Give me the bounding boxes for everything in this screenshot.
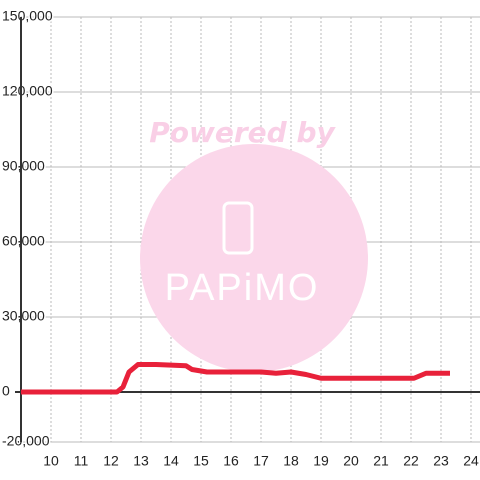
- watermark: Powered by PAPiMO: [140, 116, 368, 372]
- x-tick-label: 10: [43, 453, 59, 469]
- watermark-circle: [140, 144, 368, 372]
- y-tick-label: 90,000: [2, 158, 45, 174]
- x-tick-label: 16: [223, 453, 239, 469]
- watermark-text: Powered by: [149, 116, 336, 149]
- x-tick-label: 20: [343, 453, 359, 469]
- data-line: [21, 362, 450, 395]
- x-tick-label: 18: [283, 453, 299, 469]
- x-tick-label: 21: [373, 453, 389, 469]
- watermark-icon: [222, 201, 254, 255]
- watermark-logo: PAPiMO: [165, 267, 320, 309]
- x-tick-label: 17: [253, 453, 269, 469]
- x-tick-label: 24: [463, 453, 479, 469]
- x-tick-label: 13: [133, 453, 149, 469]
- x-tick-label: 14: [163, 453, 179, 469]
- y-tick-label: 30,000: [2, 308, 45, 324]
- x-tick-label: 22: [403, 453, 419, 469]
- x-tick-label: 11: [74, 453, 89, 469]
- x-tick-label: 15: [193, 453, 209, 469]
- x-tick-label: 23: [433, 453, 449, 469]
- y-tick-label: 0: [2, 383, 10, 399]
- y-tick-label: 60,000: [2, 233, 45, 249]
- x-tick-label: 12: [103, 453, 119, 469]
- y-tick-label: 120,000: [2, 83, 53, 99]
- y-tick-label: -20,000: [2, 433, 50, 449]
- y-tick-label: 150,000: [2, 8, 53, 24]
- x-tick-label: 19: [313, 453, 329, 469]
